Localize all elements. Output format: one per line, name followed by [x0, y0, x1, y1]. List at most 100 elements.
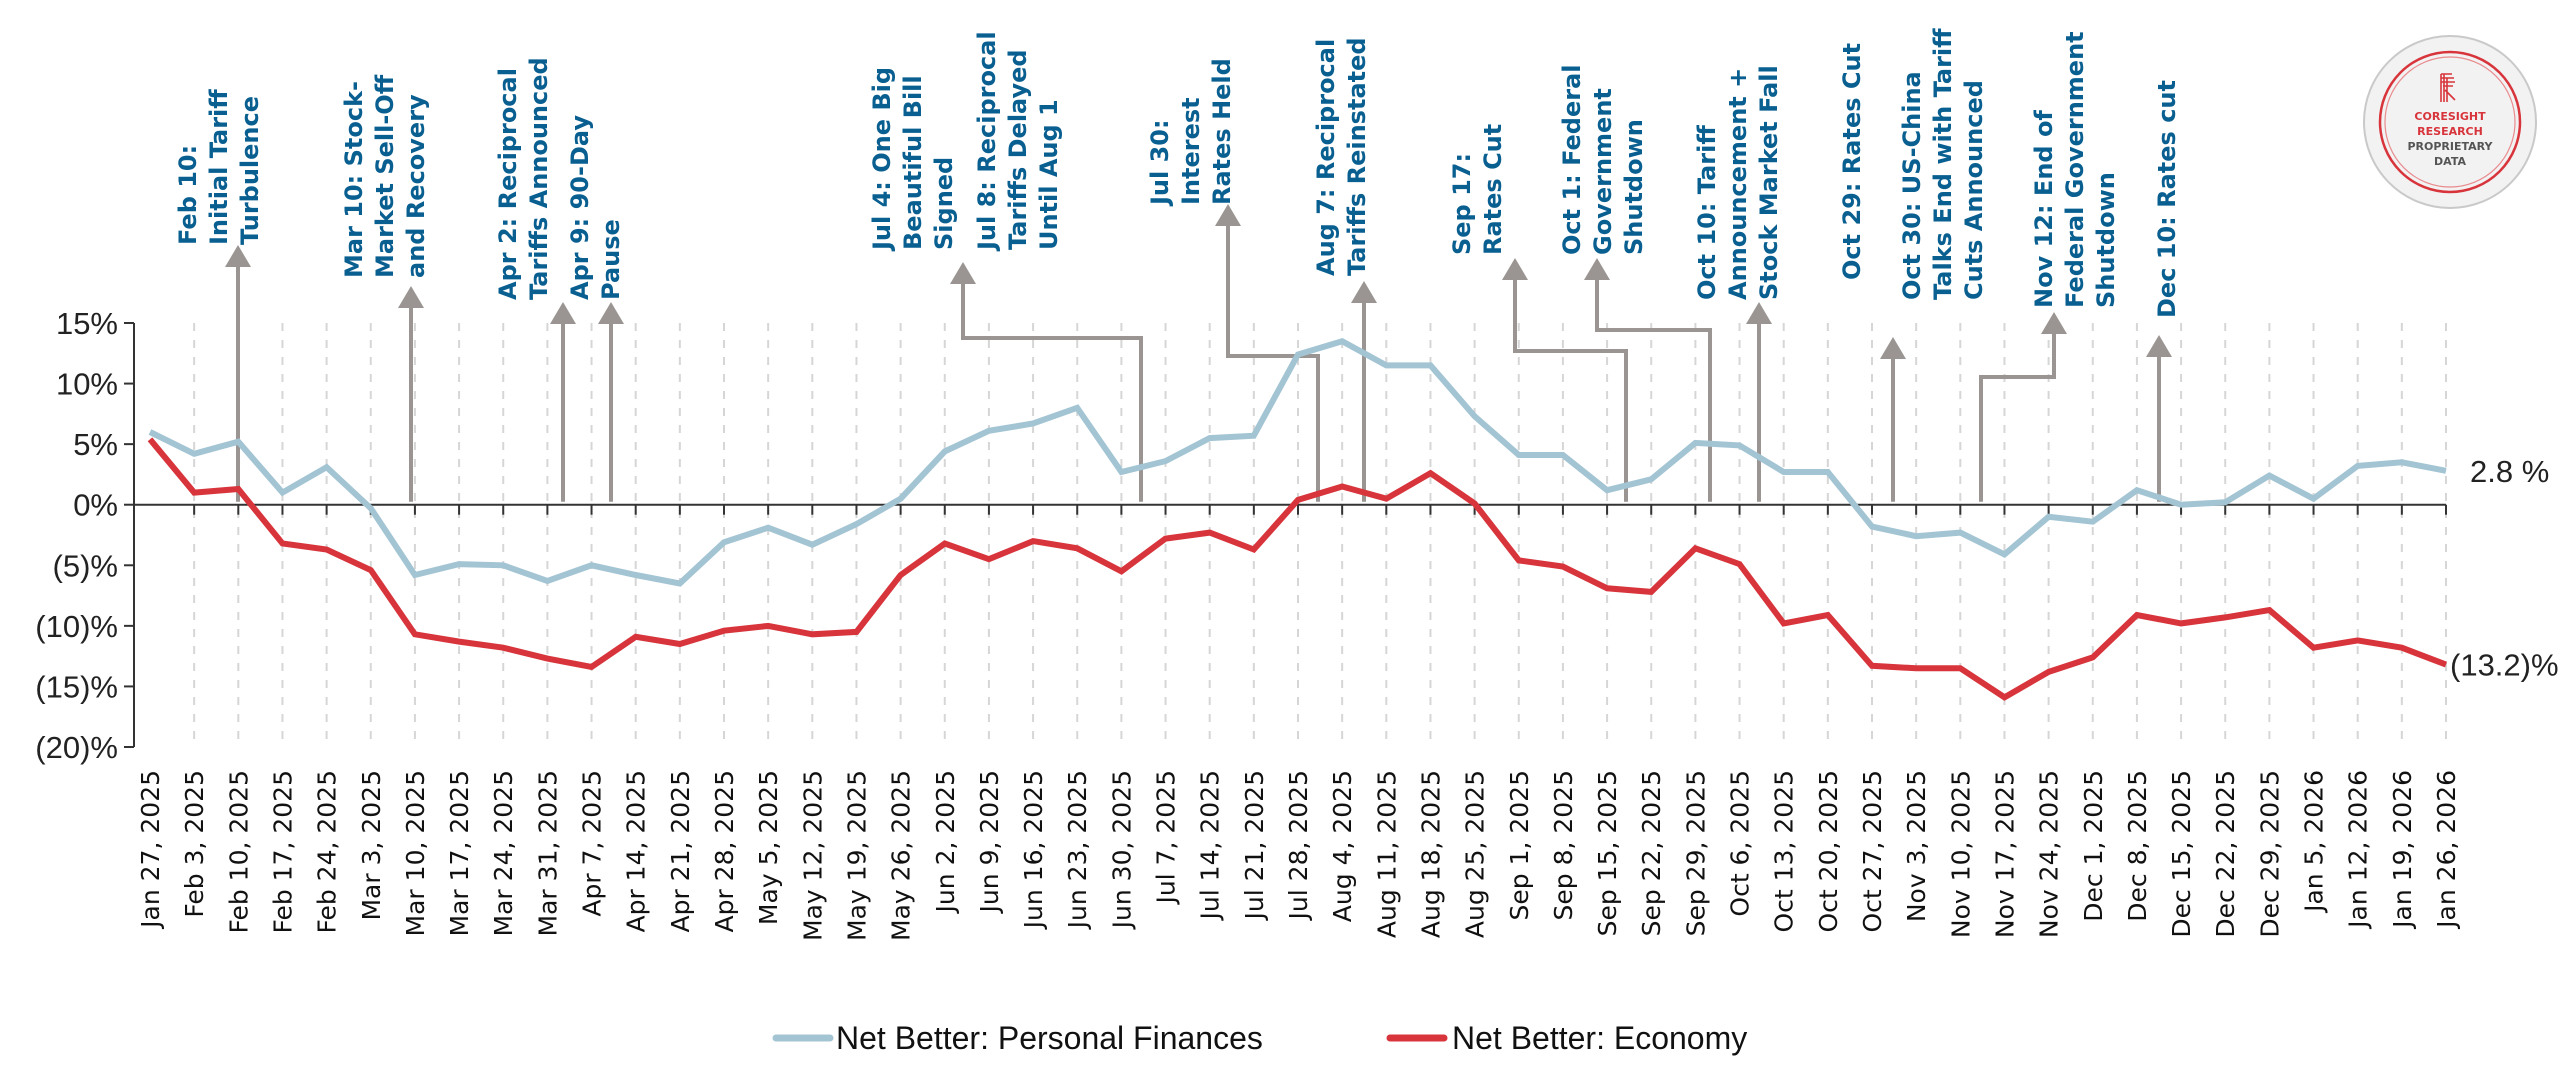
x-tick-label: May 5, 2025	[754, 770, 783, 925]
x-tick-label: Dec 29, 2025	[2255, 770, 2284, 938]
annotation-label: Nov 12: End of Federal Government Shutdown	[2030, 31, 2120, 308]
arrow-head-icon	[598, 302, 624, 324]
x-tick-label: Aug 25, 2025	[1461, 770, 1490, 938]
annotation-line: Mar 10: Stock-	[340, 81, 368, 278]
y-tick-label: 5%	[73, 427, 118, 462]
annotation-line: Federal Government	[2061, 31, 2089, 308]
x-tick-label: Jul 21, 2025	[1240, 770, 1269, 921]
badge-line-3: PROPRIETARY	[2407, 140, 2493, 153]
x-tick-label: Sep 1, 2025	[1505, 770, 1534, 921]
annotation-line: Tariffs Announced	[525, 57, 553, 300]
arrow-head-icon	[1584, 258, 1610, 280]
annotation-line: Talks End with Tariff	[1929, 28, 1957, 300]
y-tick-label: (5)%	[53, 548, 118, 583]
annotation-label: Jul 4: One Big Beautiful Bill Signed	[868, 67, 958, 252]
annotation-label: Aug 7: Reciprocal Tariffs Reinstated	[1312, 37, 1371, 276]
annotation-connector	[1226, 224, 1320, 502]
x-tick-label: Mar 3, 2025	[357, 770, 386, 921]
annotation-line: Feb 10:	[174, 145, 202, 245]
event-annotations: Feb 10: Initial Tariff Turbulence Mar 10: S…	[174, 28, 2181, 318]
x-tick-label: Mar 10, 2025	[401, 770, 430, 936]
x-tick-label: Aug 4, 2025	[1328, 770, 1357, 922]
annotation-label: Apr 9: 90-Day Pause	[566, 115, 625, 300]
annotation-line: Nov 12: End of	[2030, 110, 2058, 308]
annotation-connectors	[225, 204, 2172, 502]
annotation-line: Oct 10: Tariff	[1693, 125, 1721, 300]
x-tick-label: Apr 21, 2025	[666, 770, 695, 933]
x-tick-label: Sep 15, 2025	[1593, 770, 1622, 936]
arrow-head-icon	[2146, 335, 2172, 357]
annotation-line: Shutdown	[2092, 172, 2120, 308]
end-label-economy: (13.2)%	[2450, 648, 2559, 683]
annotation-label: Jul 8: Reciprocal Tariffs Delayed Until Au…	[973, 31, 1063, 252]
annotation-line: Oct 1: Federal	[1558, 64, 1586, 255]
x-tick-label: Apr 7, 2025	[578, 770, 607, 917]
x-tick-label: Dec 1, 2025	[2079, 770, 2108, 922]
annotation-line: Jul 4: One Big	[868, 67, 896, 252]
annotation-line: Pause	[597, 219, 625, 300]
annotation-line: Cuts Announced	[1960, 80, 1988, 300]
x-tick-label: Oct 20, 2025	[1814, 770, 1843, 933]
x-tick-label: May 19, 2025	[842, 770, 871, 941]
arrow-head-icon	[550, 302, 576, 324]
x-tick-label: Nov 17, 2025	[1990, 770, 2019, 938]
annotation-line: Tariffs Delayed	[1004, 49, 1032, 250]
annotation-line: Turbulence	[236, 96, 264, 245]
x-tick-label: Oct 13, 2025	[1770, 770, 1799, 933]
x-tick-label: Sep 8, 2025	[1549, 770, 1578, 921]
legend-label-economy: Net Better: Economy	[1452, 1020, 1747, 1056]
annotation-label: Mar 10: Stock- Market Sell-Off and Recover…	[340, 74, 430, 278]
annotation-line: Apr 9: 90-Day	[566, 115, 594, 300]
y-tick-label: (20)%	[35, 730, 118, 765]
x-tick-label: Feb 17, 2025	[268, 770, 297, 934]
annotation-line: Jul 30:	[1146, 119, 1174, 207]
legend-item-economy[interactable]: Net Better: Economy	[1386, 1020, 1747, 1056]
series-lines	[147, 337, 2448, 701]
x-tick-label: Jun 2, 2025	[931, 770, 960, 914]
annotation-line: Stock Market Fall	[1755, 65, 1783, 300]
legend-item-personal-finances[interactable]: Net Better: Personal Finances	[772, 1020, 1263, 1056]
annotation-line: Market Sell-Off	[371, 74, 399, 278]
series-line-economy	[147, 437, 2448, 701]
badge-inner-ring	[2384, 56, 2516, 188]
badge-ring	[2378, 50, 2522, 194]
annotation-line: Beautiful Bill	[899, 75, 927, 250]
x-tick-label: Jan 12, 2026	[2344, 770, 2373, 930]
y-tick-label: 0%	[73, 488, 118, 523]
x-tick-label: Apr 14, 2025	[622, 770, 651, 933]
x-tick-label: Jun 30, 2025	[1107, 770, 1136, 930]
x-tick-label: Jun 23, 2025	[1063, 770, 1092, 930]
arrow-head-icon	[1746, 302, 1772, 324]
x-tick-label: Jan 26, 2026	[2432, 770, 2461, 930]
x-tick-label: Jan 5, 2026	[2300, 770, 2329, 914]
y-tick-label: 10%	[56, 367, 118, 402]
arrow-head-icon	[2041, 312, 2067, 334]
y-tick-label: 15%	[56, 306, 118, 341]
y-tick-label: (15)%	[35, 669, 118, 704]
annotation-line: Dec 10: Rates cut	[2153, 80, 2181, 318]
x-tick-label: Nov 3, 2025	[1902, 770, 1931, 922]
end-label-personal-finances: 2.8 %	[2470, 454, 2549, 489]
arrow-head-icon	[1502, 258, 1528, 280]
x-tick-label: Jan 19, 2026	[2388, 770, 2417, 930]
end-labels: 2.8 % (13.2)%	[2450, 454, 2559, 683]
legend: Net Better: Personal Finances Net Better…	[772, 1020, 1747, 1056]
x-tick-label: Dec 22, 2025	[2211, 770, 2240, 938]
annotation-label: Apr 2: Reciprocal Tariffs Announced	[494, 57, 553, 300]
annotation-line: Government	[1589, 88, 1617, 255]
annotation-label: Sep 17: Rates Cut	[1448, 124, 1507, 255]
x-tick-label: Oct 6, 2025	[1726, 770, 1755, 917]
x-tick-label: Feb 24, 2025	[313, 770, 342, 934]
x-tick-label: Mar 31, 2025	[533, 770, 562, 936]
annotation-label: Oct 30: US-China Talks End with Tariff Cut…	[1898, 28, 1988, 300]
annotation-line: Aug 7: Reciprocal	[1312, 39, 1340, 276]
arrow-head-icon	[1215, 204, 1241, 226]
x-tick-label: Aug 18, 2025	[1416, 770, 1445, 938]
x-tick-label: Nov 24, 2025	[2035, 770, 2064, 938]
annotation-line: Initial Tariff	[205, 89, 233, 245]
arrow-head-icon	[1880, 337, 1906, 359]
x-tick-labels: Jan 27, 2025 Feb 3, 2025 Feb 10, 2025 Feb 1…	[136, 770, 2461, 941]
annotation-line: Apr 2: Reciprocal	[494, 68, 522, 300]
annotation-line: Jul 8: Reciprocal	[973, 31, 1001, 252]
